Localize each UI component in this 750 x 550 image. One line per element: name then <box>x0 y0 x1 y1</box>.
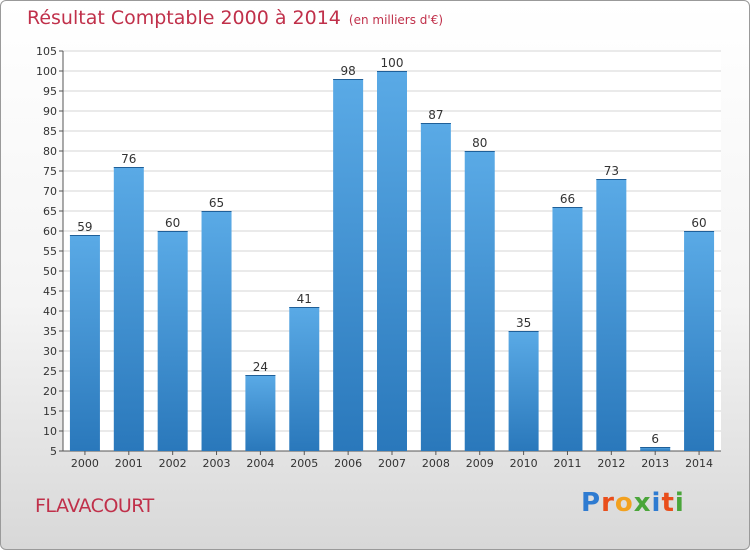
data-label: 35 <box>516 316 531 330</box>
y-tick-label: 95 <box>43 85 57 98</box>
y-tick-label: 50 <box>43 265 57 278</box>
y-tick-label: 15 <box>43 405 57 418</box>
data-label: 59 <box>77 220 92 234</box>
bar <box>201 211 232 451</box>
data-label: 60 <box>691 216 706 230</box>
data-label: 73 <box>604 164 619 178</box>
bar <box>596 179 627 451</box>
data-label: 80 <box>472 136 487 150</box>
x-tick-label: 2003 <box>203 457 231 470</box>
data-label: 41 <box>297 292 312 306</box>
y-tick-label: 90 <box>43 105 57 118</box>
y-tick-label: 30 <box>43 345 57 358</box>
x-tick-label: 2002 <box>159 457 187 470</box>
data-label: 24 <box>253 360 268 374</box>
y-tick-label: 40 <box>43 305 57 318</box>
x-tick-label: 2008 <box>422 457 450 470</box>
logo-letter: x <box>633 488 652 518</box>
bar <box>69 235 100 451</box>
y-tick-label: 100 <box>36 65 57 78</box>
logo-letter: P <box>581 488 602 518</box>
bar <box>113 167 144 451</box>
data-label: 87 <box>428 108 443 122</box>
logo-letter: o <box>614 488 634 518</box>
x-tick-label: 2006 <box>334 457 362 470</box>
x-tick-label: 2007 <box>378 457 406 470</box>
x-tick-label: 2001 <box>115 457 143 470</box>
y-tick-label: 5 <box>50 445 57 458</box>
y-tick-label: 35 <box>43 325 57 338</box>
y-tick-label: 105 <box>36 45 57 58</box>
y-tick-label: 55 <box>43 245 57 258</box>
logo-letter: r <box>601 488 615 518</box>
bar <box>552 207 583 451</box>
bar <box>684 231 715 451</box>
y-tick-label: 20 <box>43 385 57 398</box>
logo-letter: t <box>661 488 675 518</box>
bar <box>377 71 407 451</box>
x-tick-label: 2005 <box>290 457 318 470</box>
logo-letter: i <box>651 488 662 518</box>
x-tick-label: 2012 <box>597 457 625 470</box>
bar <box>508 331 539 451</box>
x-tick-label: 2010 <box>510 457 538 470</box>
logo-letter: i <box>674 488 685 518</box>
y-tick-label: 60 <box>43 225 57 238</box>
y-tick-label: 80 <box>43 145 57 158</box>
data-label: 98 <box>340 64 355 78</box>
data-label: 60 <box>165 216 180 230</box>
place-name: FLAVACOURT <box>35 495 154 517</box>
x-tick-label: 2013 <box>641 457 669 470</box>
bar <box>245 375 276 451</box>
data-label: 76 <box>121 152 136 166</box>
x-tick-label: 2014 <box>685 457 713 470</box>
bar <box>420 123 451 451</box>
bar <box>289 307 320 451</box>
y-tick-label: 70 <box>43 185 57 198</box>
chart-subtitle: (en milliers d'€) <box>348 13 444 27</box>
y-tick-label: 45 <box>43 285 57 298</box>
y-tick-label: 75 <box>43 165 57 178</box>
x-tick-label: 2011 <box>553 457 581 470</box>
data-label: 65 <box>209 196 224 210</box>
x-tick-label: 2009 <box>466 457 494 470</box>
proxiti-logo: Proxiti <box>581 488 685 518</box>
y-tick-label: 25 <box>43 365 57 378</box>
chart-title: Résultat Comptable 2000 à 2014 (en millie… <box>27 7 444 29</box>
data-label: 100 <box>381 56 404 70</box>
bar <box>333 79 364 451</box>
data-label: 66 <box>560 192 575 206</box>
y-tick-label: 65 <box>43 205 57 218</box>
data-label: 6 <box>651 432 659 446</box>
x-tick-label: 2004 <box>246 457 274 470</box>
x-tick-label: 2000 <box>71 457 99 470</box>
bar <box>157 231 188 451</box>
y-tick-label: 10 <box>43 425 57 438</box>
bar <box>464 151 495 451</box>
y-tick-label: 85 <box>43 125 57 138</box>
bar <box>640 447 671 451</box>
